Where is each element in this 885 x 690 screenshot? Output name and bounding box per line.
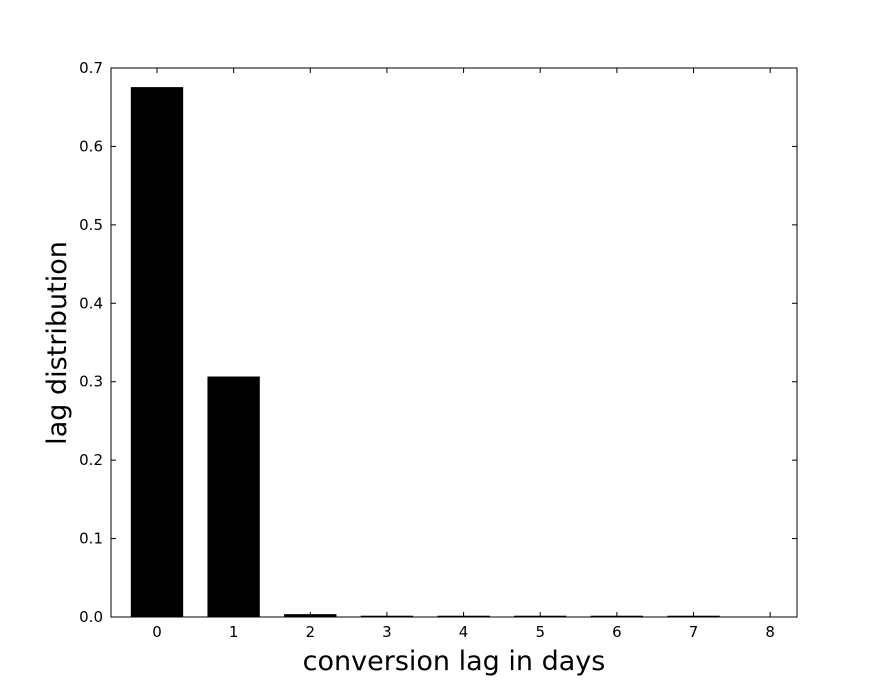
plot-area-frame <box>110 67 798 618</box>
x-tick-label: 7 <box>689 623 699 641</box>
x-tick-label: 6 <box>612 623 622 641</box>
x-axis-label: conversion lag in days <box>303 646 606 677</box>
y-tick-label: 0.5 <box>79 216 103 234</box>
ticks-layer: 0 1 2 3 4 5 6 7 8 0.0 0.1 0.2 0.3 0.4 0.5 0.6 0.7 <box>79 59 797 641</box>
y-tick-label: 0.6 <box>79 137 103 155</box>
bar-0 <box>130 87 184 618</box>
y-axis-label: lag distribution <box>42 241 73 445</box>
x-tick-label: 1 <box>229 623 239 641</box>
x-tick-label: 8 <box>765 623 775 641</box>
y-tick-label: 0.3 <box>79 373 103 391</box>
y-tick-label: 0.1 <box>79 530 103 548</box>
y-tick-label: 0.2 <box>79 451 103 469</box>
bars-layer <box>130 87 720 618</box>
x-tick-label: 2 <box>306 623 316 641</box>
bar-1 <box>207 376 260 618</box>
x-tick-label: 5 <box>535 623 545 641</box>
y-tick-label: 0.7 <box>79 59 103 77</box>
x-tick-label: 0 <box>152 623 162 641</box>
x-tick-label: 3 <box>382 623 392 641</box>
y-tick-label: 0.0 <box>79 608 103 626</box>
x-tick-label: 4 <box>459 623 469 641</box>
y-tick-label: 0.4 <box>79 294 103 312</box>
